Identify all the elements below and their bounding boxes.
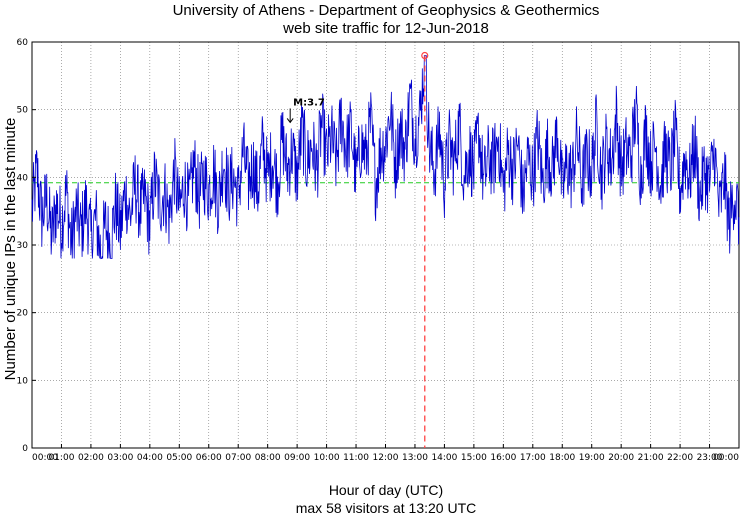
y-tick-label: 0 [22, 444, 28, 454]
x-tick-label: 18:00 [549, 453, 575, 463]
x-axis-label: Hour of day (UTC) [329, 482, 443, 498]
x-tick-label: 20:00 [608, 453, 634, 463]
series-trace [31, 55, 740, 260]
x-tick-label: 12:00 [373, 453, 399, 463]
x-axis-sublabel: max 58 visitors at 13:20 UTC [296, 500, 477, 515]
y-tick-label: 20 [17, 309, 29, 319]
x-tick-label: 14:00 [431, 453, 457, 463]
x-tick-label: 19:00 [579, 453, 605, 463]
y-tick-label: 10 [17, 376, 29, 386]
x-tick-label: 16:00 [490, 453, 516, 463]
grid-lines [32, 42, 739, 448]
x-tick-label: 09:00 [284, 453, 310, 463]
x-tick-label: 06:00 [196, 453, 222, 463]
x-tick-label: 04:00 [137, 453, 163, 463]
x-tick-label: 03:00 [107, 453, 133, 463]
x-tick-label: 10:00 [314, 453, 340, 463]
x-tick-label: 00:00 [713, 453, 739, 463]
max-marker-dot [421, 51, 429, 60]
y-tick-label: 50 [17, 106, 29, 116]
x-tick-label: 11:00 [343, 453, 369, 463]
chart-subtitle: web site traffic for 12-Jun-2018 [282, 20, 489, 37]
x-tick-label: 23:00 [697, 453, 723, 463]
y-axis-ticks: 0 10 20 30 40 50 60 [17, 38, 36, 454]
x-tick-label: 13:00 [402, 453, 428, 463]
y-tick-label: 30 [17, 241, 29, 251]
x-tick-label: 22:00 [667, 453, 693, 463]
x-tick-label: 00:00 [32, 453, 58, 463]
x-tick-label: 21:00 [638, 453, 664, 463]
annotation-label: M:3.7 [293, 97, 325, 108]
x-tick-label: 01:00 [48, 453, 74, 463]
x-tick-label: 07:00 [225, 453, 251, 463]
annotation: M:3.7 [286, 97, 325, 124]
x-tick-label: 02:00 [78, 453, 104, 463]
x-tick-label: 05:00 [166, 453, 192, 463]
y-tick-label: 40 [17, 173, 29, 183]
chart-title: University of Athens - Department of Geo… [173, 2, 600, 19]
x-tick-label: 15:00 [461, 453, 487, 463]
x-tick-label: 08:00 [255, 453, 281, 463]
y-axis-label: Number of unique IPs in the last minute [2, 118, 19, 381]
x-tick-label: 17:00 [520, 453, 546, 463]
y-tick-label: 60 [17, 38, 29, 48]
annotation-arrow-head [286, 118, 294, 124]
